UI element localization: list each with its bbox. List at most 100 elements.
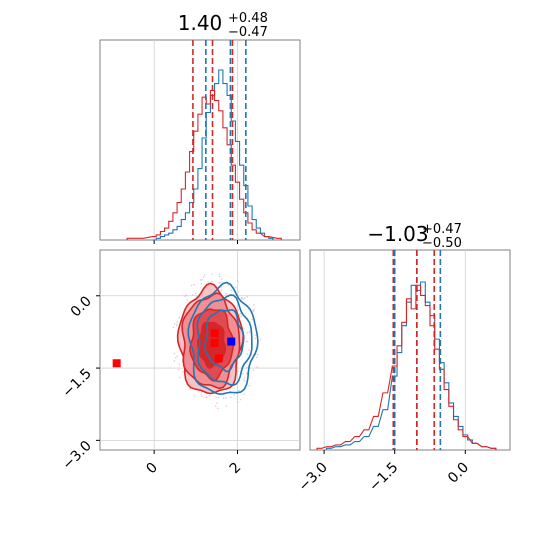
joint-sample-point [237, 308, 239, 311]
joint-sample-point [202, 276, 205, 279]
joint-sample-point [218, 275, 221, 278]
marginal-y-title: −1.03 [367, 222, 428, 246]
joint-sample-point [246, 340, 249, 343]
joint-sample-point [253, 308, 255, 311]
marginal-y-x-tick-label: −1.5 [366, 460, 401, 495]
joint-sample-point [173, 323, 176, 325]
joint-x-tick-label: 0 [143, 460, 161, 478]
marginal-y-hist-red [316, 284, 497, 450]
joint-sample-point [176, 320, 179, 323]
joint-sample-point [178, 376, 181, 379]
joint-sample-point [194, 292, 197, 295]
joint-sample-point [239, 312, 242, 315]
joint-sample-point [253, 304, 255, 306]
joint-sample-point [243, 393, 245, 396]
joint-sample-point [176, 323, 178, 325]
joint-sample-point [222, 397, 225, 400]
joint-sample-point [246, 331, 249, 334]
joint-sample-point [246, 353, 249, 355]
joint-marker [112, 359, 121, 368]
joint-sample-point [185, 294, 187, 297]
joint-sample-point [239, 398, 242, 401]
joint-sample-point [199, 279, 202, 281]
joint-sample-point [200, 282, 203, 285]
marginal-y-title-sup: +0.47 [422, 222, 462, 237]
marginal-y-x-tick-label: 0.0 [445, 460, 472, 487]
joint-sample-point [201, 278, 204, 281]
joint-sample-point [238, 314, 241, 316]
joint-sample-point [216, 407, 219, 409]
joint-sample-point [214, 405, 217, 407]
joint-sample-point [252, 310, 255, 313]
joint-sample-point [178, 363, 181, 365]
marginal-x-title: 1.40 [178, 11, 223, 35]
joint-sample-point [243, 297, 246, 299]
joint-sample-point [200, 393, 202, 396]
joint-sample-point [207, 280, 210, 283]
joint-blue-contour [196, 294, 253, 387]
joint-sample-point [237, 370, 239, 372]
joint-marker [210, 339, 219, 348]
joint-sample-point [248, 349, 250, 352]
joint-sample-point [245, 340, 248, 343]
joint-sample-point [259, 339, 262, 341]
joint-sample-point [218, 273, 221, 276]
joint-y-tick-label: −3.0 [59, 438, 94, 473]
joint-sample-point [208, 394, 211, 397]
joint-sample-point [236, 401, 239, 403]
joint-sample-point [256, 356, 258, 359]
joint-sample-point [219, 281, 222, 284]
marginal-x-title-sup: +0.48 [228, 11, 268, 26]
joint-sample-point [200, 391, 203, 393]
joint-sample-point [246, 295, 249, 298]
joint-sample-point [173, 360, 176, 362]
joint-sample-point [243, 376, 246, 379]
joint-sample-point [217, 396, 220, 399]
joint-sample-point [178, 316, 180, 319]
joint-marker [227, 337, 236, 346]
joint-sample-point [203, 274, 206, 276]
joint-sample-point [240, 315, 243, 318]
joint-sample-point [193, 283, 196, 286]
joint-y-tick-label: 0.0 [68, 293, 95, 320]
joint-sample-point [176, 355, 179, 357]
joint-sample-point [225, 405, 228, 407]
joint-sample-point [246, 366, 249, 369]
joint-sample-point [227, 284, 229, 286]
joint-sample-point [236, 280, 239, 283]
joint-sample-point [229, 396, 232, 399]
joint-sample-point [190, 284, 193, 287]
joint-sample-point [241, 297, 243, 300]
joint-sample-point [172, 326, 175, 329]
joint-sample-point [256, 366, 258, 368]
marginal-x-title-sub: −0.47 [228, 25, 268, 40]
joint-sample-point [220, 289, 223, 291]
joint-sample-point [205, 396, 208, 398]
joint-sample-point [243, 327, 245, 330]
joint-sample-point [211, 273, 213, 275]
joint-blue-contour [187, 281, 259, 395]
joint-sample-point [192, 294, 194, 296]
marginal-y-panel: −3.0 −1.5 0.0 −1.03 +0.47 −0.50 [296, 222, 511, 495]
joint-sample-point [220, 278, 223, 280]
joint-sample-point [189, 388, 191, 390]
joint-sample-point [225, 292, 228, 295]
marginal-x-frame [99, 39, 301, 241]
joint-sample-point [256, 353, 259, 356]
joint-sample-point [184, 295, 186, 297]
joint-sample-point [243, 380, 246, 382]
joint-marker [210, 329, 219, 338]
joint-sample-point [175, 324, 178, 327]
marginal-y-title-sub: −0.50 [422, 236, 462, 251]
joint-marker [214, 354, 223, 363]
marginal-y-frame [309, 249, 511, 451]
joint-sample-point [254, 337, 256, 340]
joint-sample-point [218, 281, 220, 284]
joint-sample-point [242, 373, 244, 375]
joint-y-tick-label: −1.5 [59, 366, 94, 401]
joint-sample-point [182, 371, 184, 373]
joint-sample-point [216, 402, 218, 404]
joint-sample-point [230, 289, 232, 291]
marginal-x-hist-red [126, 89, 282, 240]
